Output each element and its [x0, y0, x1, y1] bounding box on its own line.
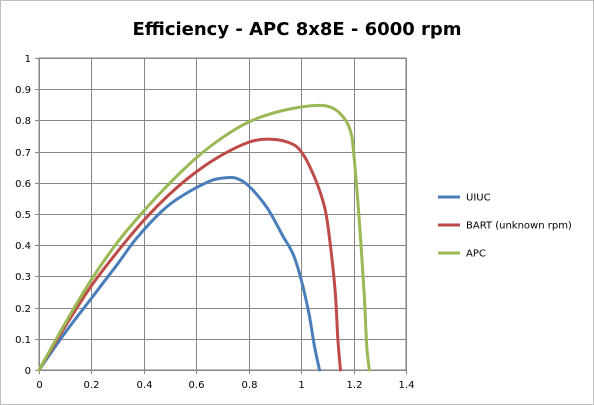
x-tick-label: 0.4	[137, 380, 153, 391]
y-tick-label: 1	[25, 54, 31, 65]
legend-label: APC	[466, 249, 486, 260]
y-tick-label: 0.4	[15, 241, 31, 252]
x-tick-label: 0.8	[242, 380, 258, 391]
axis-layer: 0 0.1 0.2 0.3 0.4 0.5 0.6 0.7 0.8 0.9 1 0 0.2 0.4 0.6 0…	[15, 54, 414, 391]
x-tick-label: 1	[298, 380, 304, 391]
y-tick-label: 0.3	[15, 272, 31, 283]
y-tick-label: 0.7	[15, 148, 31, 159]
series-line-uiuc	[37, 175, 321, 372]
x-tick-label: 0	[36, 380, 42, 391]
y-tick-label: 0.2	[15, 304, 31, 315]
legend-label: BART (unknown rpm)	[466, 221, 572, 232]
series-layer	[37, 103, 371, 372]
y-tick-label: 0.9	[15, 85, 31, 96]
grid-layer	[38, 57, 407, 371]
y-tick-label: 0.1	[15, 335, 31, 346]
y-tick-label: 0	[25, 366, 31, 377]
series-line-apc	[37, 103, 371, 372]
chart-title: Efficiency - APC 8x8E - 6000 rpm	[132, 19, 461, 40]
y-tick-label: 0.5	[15, 210, 31, 221]
legend-label: UIUC	[466, 193, 491, 204]
legend: UIUC BART (unknown rpm) APC	[438, 193, 572, 260]
x-tick-label: 1.2	[347, 380, 363, 391]
x-tick-label: 0.6	[189, 380, 205, 391]
series-line-bart-unknown-rpm	[37, 137, 342, 372]
y-tick-label: 0.8	[15, 116, 31, 127]
y-tick-label: 0.6	[15, 179, 31, 190]
x-tick-label: 1.4	[399, 380, 415, 391]
x-tick-label: 0.2	[84, 380, 100, 391]
